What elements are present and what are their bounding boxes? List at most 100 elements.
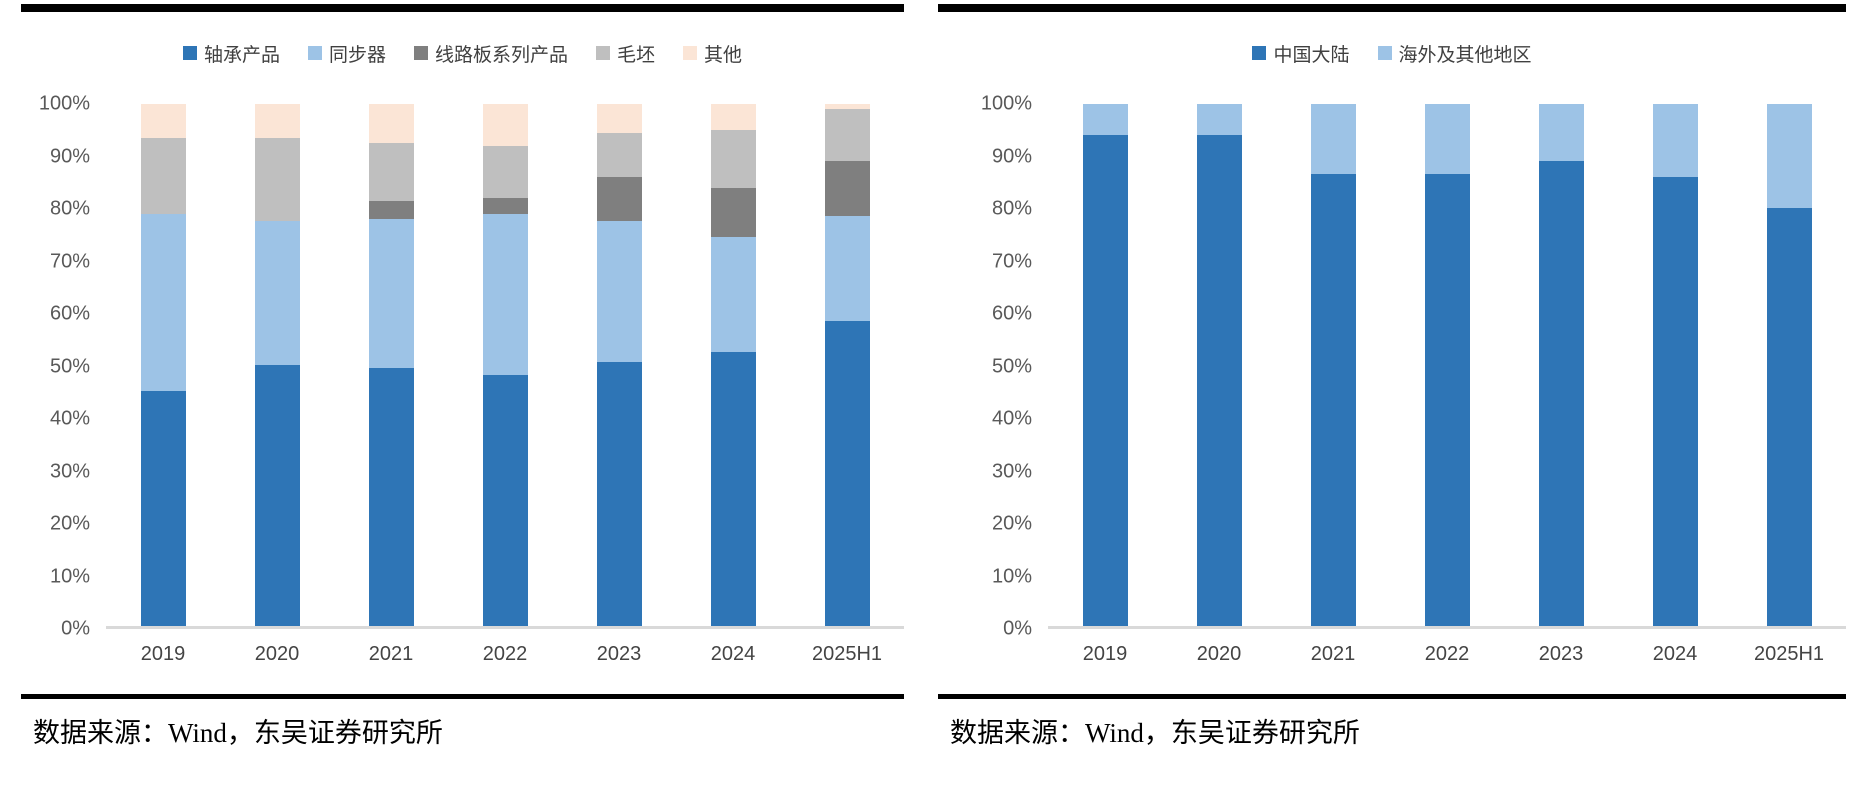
- stacked-bar-2022: [482, 104, 528, 626]
- x-category-label: 2025H1: [811, 643, 883, 665]
- legend-item: 线路板系列产品: [413, 40, 568, 67]
- bar-segment: [140, 137, 186, 214]
- legend-label: 线路板系列产品: [434, 44, 568, 66]
- legend-item: 毛坯: [596, 40, 655, 67]
- stacked-bar-2021: [368, 104, 414, 626]
- stacked-bar-2022: [1424, 104, 1470, 626]
- chart-legend: 中国大陆 海外及其他地区: [938, 38, 1846, 68]
- y-axis: 0% 10% 20% 30% 40% 50% 60% 70% 80% 90% 100%: [938, 93, 1048, 640]
- legend-swatch-icon: [1252, 46, 1267, 60]
- stacked-bar-2019: [1082, 104, 1128, 626]
- y-tick-label: 0%: [1003, 617, 1032, 640]
- plot-area: [1048, 104, 1846, 629]
- bar-segment: [482, 375, 528, 626]
- x-category-label: 2025H1: [1753, 643, 1825, 665]
- bar-segment: [368, 200, 414, 219]
- bar-segment: [824, 216, 870, 321]
- panel-region-mix: 中国大陆 海外及其他地区 0% 10% 20% 30% 40% 50% 60% 70% 80% 90…: [938, 4, 1846, 753]
- bar-segment: [824, 161, 870, 217]
- region-mix-chart: 中国大陆 海外及其他地区 0% 10% 20% 30% 40% 50% 60% 70% 80% 90…: [938, 12, 1846, 666]
- bar-segment: [596, 104, 642, 133]
- y-axis: 0% 10% 20% 30% 40% 50% 60% 70% 80% 90% 100%: [21, 93, 106, 640]
- figure-row: 轴承产品 同步器 线路板系列产品 毛坯 其他 0% 10% 20% 30% 40% 50% 60% 7…: [21, 4, 1846, 753]
- legend-label: 中国大陆: [1273, 44, 1350, 66]
- bar-segment: [1538, 161, 1584, 626]
- x-category-label: 2023: [596, 643, 642, 665]
- bar-segment: [824, 320, 870, 626]
- bar-segment: [1766, 208, 1812, 626]
- legend-item: 轴承产品: [182, 40, 280, 67]
- legend-swatch-icon: [596, 46, 610, 60]
- bar-segment: [710, 237, 756, 352]
- bar-segment: [1766, 104, 1812, 209]
- legend-item: 其他: [683, 40, 742, 67]
- top-rule: [938, 4, 1846, 12]
- bar-segment: [254, 137, 300, 222]
- bar-segment: [1310, 104, 1356, 175]
- legend-label: 同步器: [328, 44, 386, 66]
- y-tick-label: 10%: [991, 565, 1032, 587]
- bar-segment: [254, 104, 300, 138]
- bar-segment: [140, 391, 186, 626]
- legend-swatch-icon: [1377, 46, 1392, 60]
- plot-area: [106, 104, 904, 629]
- legend-swatch-icon: [683, 46, 698, 60]
- stacked-bar-2020: [1196, 104, 1242, 626]
- bar-segment: [1538, 104, 1584, 162]
- bar-segment: [824, 104, 870, 110]
- bar-segment: [596, 221, 642, 363]
- legend-label: 毛坯: [617, 44, 656, 66]
- stacked-bar-2024: [1652, 104, 1698, 626]
- y-tick-label: 50%: [49, 355, 90, 377]
- legend-label: 海外及其他地区: [1398, 44, 1532, 66]
- legend-label: 其他: [704, 44, 743, 66]
- bar-segment: [596, 132, 642, 178]
- bar-segment: [1424, 174, 1470, 626]
- bar-segment: [710, 104, 756, 131]
- legend-item: 同步器: [307, 40, 386, 67]
- stacked-bar-2021: [1310, 104, 1356, 626]
- bars-container: [1048, 104, 1846, 626]
- y-tick-label: 80%: [49, 197, 90, 220]
- bar-segment: [482, 197, 528, 214]
- x-category-label: 2020: [254, 643, 300, 665]
- y-tick-label: 40%: [991, 407, 1032, 430]
- x-category-label: 2022: [482, 643, 528, 665]
- chart-body: 0% 10% 20% 30% 40% 50% 60% 70% 80% 90% 100%: [21, 93, 904, 640]
- bar-segment: [1082, 104, 1128, 136]
- x-category-label: 2021: [1310, 643, 1356, 665]
- stacked-bar-2020: [254, 104, 300, 626]
- x-category-label: 2020: [1196, 643, 1242, 665]
- chart-legend: 轴承产品 同步器 线路板系列产品 毛坯 其他: [21, 38, 904, 68]
- chart-body: 0% 10% 20% 30% 40% 50% 60% 70% 80% 90% 100%: [938, 93, 1846, 640]
- bar-segment: [710, 130, 756, 188]
- x-category-label: 2024: [1652, 643, 1698, 665]
- x-axis-labels: 2019 2020 2021 2022 2023 2024 2025H1: [1048, 643, 1846, 666]
- bar-segment: [824, 109, 870, 162]
- source-note: 数据来源：Wind，东吴证券研究所: [33, 718, 443, 748]
- y-tick-label: 70%: [991, 250, 1032, 272]
- stacked-bar-2025H1: [824, 104, 870, 626]
- x-category-label: 2019: [1082, 643, 1128, 665]
- y-tick-label: 10%: [49, 565, 90, 587]
- y-tick-label: 60%: [49, 302, 90, 325]
- bar-segment: [254, 365, 300, 626]
- y-tick-label: 40%: [49, 407, 90, 430]
- y-tick-label: 90%: [991, 145, 1032, 167]
- y-tick-label: 100%: [38, 92, 90, 115]
- y-tick-label: 60%: [991, 302, 1032, 325]
- bar-segment: [368, 104, 414, 144]
- bar-segment: [1196, 104, 1242, 136]
- separator-rule: [21, 694, 904, 699]
- y-tick-label: 20%: [49, 512, 90, 535]
- bar-segment: [368, 218, 414, 368]
- y-tick-label: 30%: [991, 460, 1032, 482]
- bar-segment: [1652, 177, 1698, 626]
- bar-segment: [710, 351, 756, 626]
- y-tick-label: 50%: [991, 355, 1032, 377]
- bars-container: [106, 104, 904, 626]
- bar-segment: [1196, 135, 1242, 626]
- legend-swatch-icon: [307, 46, 322, 60]
- bar-segment: [368, 143, 414, 201]
- bar-segment: [140, 104, 186, 138]
